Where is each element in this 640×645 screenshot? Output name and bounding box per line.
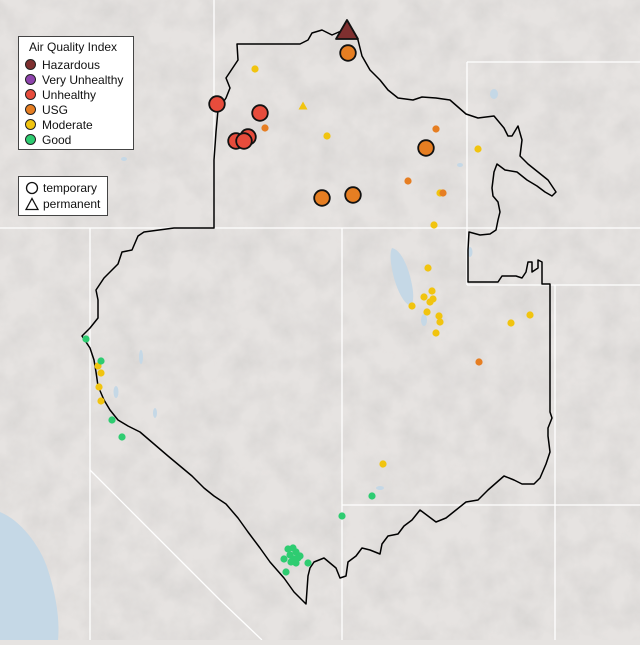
temporary-monitor-marker[interactable] (526, 311, 534, 319)
aqi-markers (82, 19, 534, 576)
temporary-monitor-marker[interactable] (435, 312, 443, 320)
hazardous-swatch-icon (25, 59, 36, 70)
temporary-monitor-marker[interactable] (97, 357, 105, 365)
temporary-monitor-marker[interactable] (235, 132, 253, 150)
lake-tahoe (113, 386, 119, 398)
temporary-monitor-marker[interactable] (251, 104, 269, 122)
temporary-monitor-marker[interactable] (429, 295, 437, 303)
temporary-monitor-marker[interactable] (439, 189, 447, 197)
temporary-monitor-marker[interactable] (436, 318, 444, 326)
legend-label: permanent (43, 197, 101, 211)
permanent-monitor-marker[interactable] (335, 19, 359, 40)
region-boundary (81, 27, 557, 605)
usg-swatch-icon (25, 104, 36, 115)
temporary-monitor-marker[interactable] (323, 132, 331, 140)
legend-label: temporary (43, 181, 98, 195)
temporary-monitor-marker[interactable] (424, 264, 432, 272)
temporary-monitor-marker[interactable] (97, 369, 105, 377)
salton-lake (121, 157, 127, 161)
moderate-swatch-icon (25, 119, 36, 130)
temporary-monitor-marker[interactable] (261, 124, 269, 132)
legend-label: Very Unhealthy (42, 73, 124, 87)
ocean (0, 512, 59, 640)
temporary-monitor-marker[interactable] (82, 335, 90, 343)
temporary-monitor-marker[interactable] (408, 302, 416, 310)
legend-label: Unhealthy (42, 88, 97, 102)
temporary-monitor-marker[interactable] (432, 125, 440, 133)
temporary-monitor-marker[interactable] (208, 95, 226, 113)
temporary-monitor-marker[interactable] (507, 319, 515, 327)
american-falls-res (457, 163, 463, 167)
very-unhealthy-swatch-icon (25, 74, 36, 85)
temporary-monitor-marker[interactable] (404, 177, 412, 185)
pyramid-lake (139, 350, 143, 364)
temporary-monitor-marker[interactable] (108, 416, 116, 424)
temporary-monitor-marker[interactable] (338, 512, 346, 520)
temporary-monitor-marker[interactable] (282, 568, 290, 576)
yellowstone-lake (490, 89, 498, 99)
utah-lake (421, 314, 427, 326)
lake-mead (376, 486, 384, 490)
temporary-monitor-marker[interactable] (417, 139, 435, 157)
temporary-monitor-marker[interactable] (474, 145, 482, 153)
temporary-monitor-marker[interactable] (430, 221, 438, 229)
temporary-monitor-marker[interactable] (251, 65, 259, 73)
temporary-monitor-marker[interactable] (368, 492, 376, 500)
triangle-outline-icon (25, 197, 39, 211)
temporary-monitor-marker[interactable] (339, 44, 357, 62)
legend-label: Hazardous (42, 58, 101, 72)
legend-label: Good (42, 133, 72, 147)
monitor-type-legend: temporary permanent (18, 176, 108, 216)
temporary-monitor-marker[interactable] (95, 383, 103, 391)
legend-title: Air Quality Index (29, 40, 118, 54)
temporary-monitor-marker[interactable] (428, 287, 436, 295)
unhealthy-swatch-icon (25, 89, 36, 100)
temporary-monitor-marker[interactable] (423, 308, 431, 316)
temporary-monitor-marker[interactable] (296, 552, 304, 560)
walker-lake (153, 408, 157, 418)
legend-label: USG (42, 103, 69, 117)
temporary-monitor-marker[interactable] (432, 329, 440, 337)
temporary-monitor-marker[interactable] (379, 460, 387, 468)
temporary-monitor-marker[interactable] (304, 559, 312, 567)
temporary-monitor-marker[interactable] (118, 433, 126, 441)
temporary-monitor-marker[interactable] (313, 189, 331, 207)
great-salt-lake (390, 248, 414, 306)
temporary-monitor-marker[interactable] (97, 397, 105, 405)
good-swatch-icon (25, 134, 36, 145)
aqi-legend: Air Quality Index Hazardous Very Unhealt… (18, 36, 134, 150)
permanent-monitor-marker[interactable] (298, 101, 308, 110)
legend-label: Moderate (42, 118, 93, 132)
circle-outline-icon (25, 181, 39, 195)
temporary-monitor-marker[interactable] (475, 358, 483, 366)
temporary-monitor-marker[interactable] (292, 559, 300, 567)
temporary-monitor-marker[interactable] (420, 293, 428, 301)
temporary-monitor-marker[interactable] (344, 186, 362, 204)
temporary-monitor-marker[interactable] (280, 555, 288, 563)
